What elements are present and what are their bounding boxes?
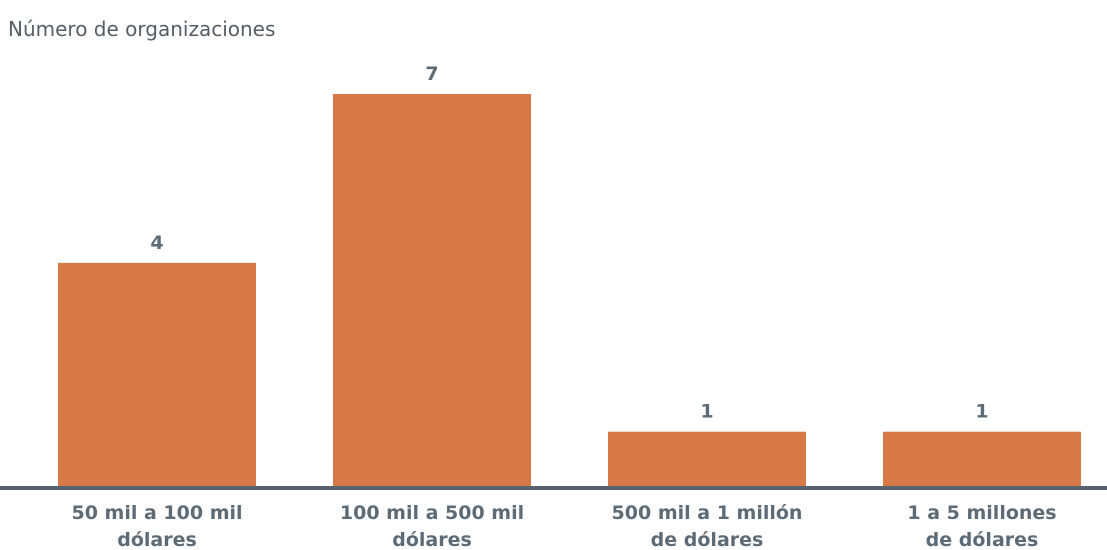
- category-label-2-line-1: 100 mil a 500 mil: [340, 502, 524, 524]
- bar-3: [608, 431, 806, 488]
- category-label-3-line-1: 500 mil a 1 millón: [612, 502, 803, 524]
- category-label-2-line-2: dólares: [392, 529, 472, 550]
- value-label-4: 1: [975, 401, 988, 423]
- bars-group: [58, 94, 1081, 488]
- value-label-3: 1: [700, 401, 713, 423]
- bar-2: [333, 94, 531, 488]
- category-label-3-line-2: de dólares: [651, 529, 764, 550]
- category-label-1-line-1: 50 mil a 100 mil: [71, 502, 242, 524]
- value-label-2: 7: [425, 63, 438, 85]
- value-labels-group: 4 7 1 1: [150, 63, 988, 423]
- category-label-4-line-2: de dólares: [926, 529, 1039, 550]
- bar-1: [58, 262, 256, 488]
- bar-4: [883, 431, 1081, 488]
- category-labels-group: 50 mil a 100 mil dólares 100 mil a 500 mil…: [71, 502, 1056, 550]
- category-label-1-line-2: dólares: [117, 529, 197, 550]
- y-axis-label: Número de organizaciones: [8, 17, 275, 41]
- value-label-1: 4: [150, 232, 163, 254]
- category-label-4-line-1: 1 a 5 millones: [907, 502, 1056, 524]
